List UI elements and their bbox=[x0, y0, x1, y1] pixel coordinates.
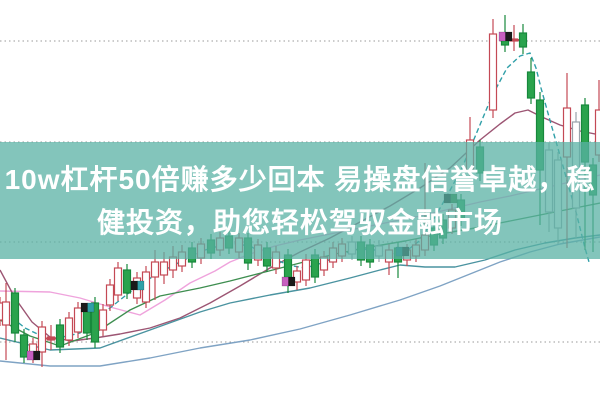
trade-flag-marker bbox=[137, 280, 145, 291]
candle-body bbox=[73, 307, 83, 333]
trade-flag-marker bbox=[288, 276, 296, 287]
headline-line2: 健投资，助您轻松驾驭金融市场 bbox=[96, 206, 503, 238]
trade-flag-marker bbox=[130, 280, 138, 291]
candle-body bbox=[37, 326, 47, 353]
candle-body bbox=[19, 334, 29, 358]
candle-body bbox=[10, 292, 20, 334]
trade-flag-marker bbox=[498, 31, 506, 42]
trade-flag-marker bbox=[33, 350, 41, 361]
trade-flag-marker bbox=[505, 31, 513, 42]
candle-body bbox=[90, 302, 100, 343]
candle-body bbox=[292, 270, 302, 283]
trade-flag-marker bbox=[281, 276, 289, 287]
trade-flag-marker bbox=[26, 350, 34, 361]
candle-body bbox=[55, 324, 65, 348]
candle-body bbox=[105, 284, 115, 306]
candle-body bbox=[122, 269, 132, 294]
candle-body bbox=[488, 33, 498, 111]
headline-banner: 10w杠杆50倍赚多少回本 易操盘信誉卓越，稳 健投资，助您轻松驾驭金融市场 bbox=[0, 142, 600, 259]
candle-body bbox=[1, 301, 11, 326]
candle-body bbox=[82, 309, 92, 334]
candle-body bbox=[526, 71, 536, 99]
headline-line1: 10w杠杆50倍赚多少回本 易操盘信誉卓越，稳 bbox=[4, 163, 596, 195]
candle-body bbox=[159, 261, 169, 276]
trade-flag-marker bbox=[80, 302, 88, 313]
candle-body bbox=[301, 259, 311, 281]
candle-body bbox=[64, 317, 74, 341]
candle-body bbox=[98, 309, 108, 331]
candle-body bbox=[113, 267, 123, 296]
candle-body bbox=[150, 261, 160, 278]
candle-body bbox=[518, 32, 528, 48]
trade-flag-marker bbox=[87, 302, 95, 313]
